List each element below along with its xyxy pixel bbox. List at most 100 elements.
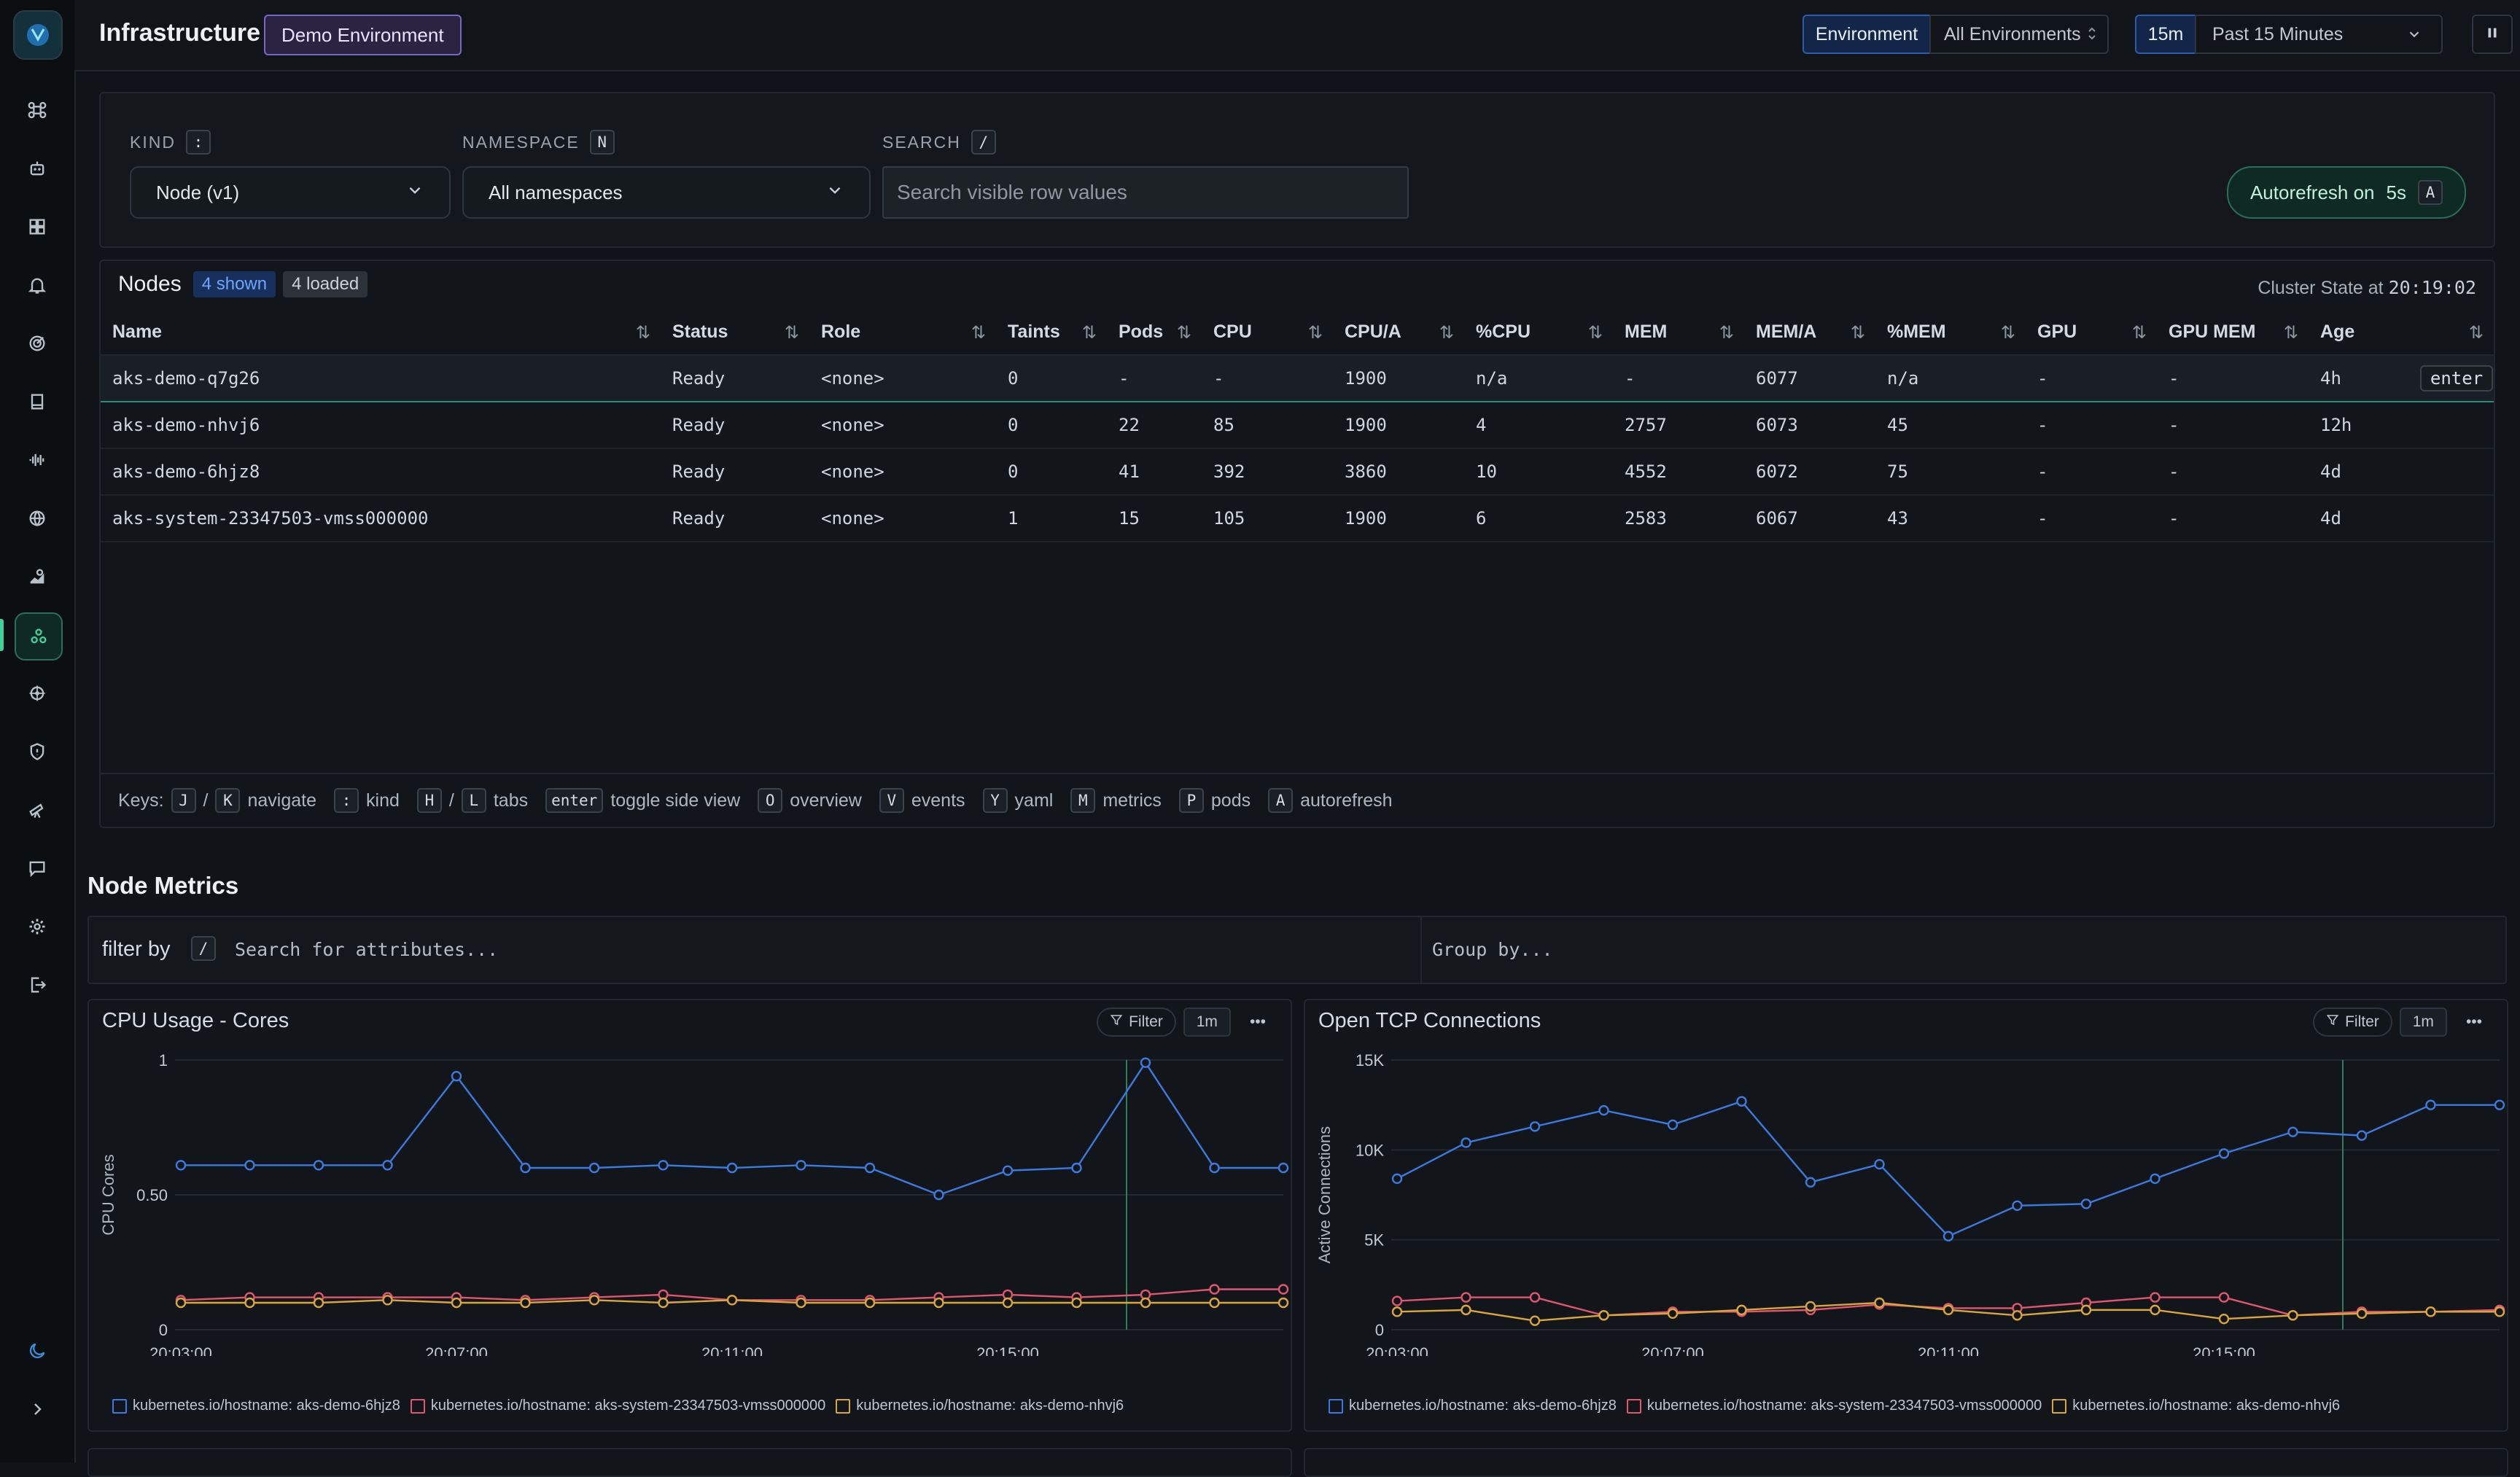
data-point[interactable] — [796, 1160, 806, 1171]
helm-icon[interactable] — [15, 671, 60, 716]
attribute-search-input[interactable]: Search for attributes... — [235, 939, 499, 960]
more-icon[interactable]: ••• — [2465, 1013, 2482, 1030]
column-header[interactable]: MEM ⇅ — [1613, 309, 1744, 356]
data-point[interactable] — [1140, 1057, 1151, 1068]
data-point[interactable] — [2356, 1308, 2368, 1319]
kubernetes-cluster-icon[interactable] — [15, 612, 63, 660]
column-header[interactable]: Name ⇅ — [101, 309, 661, 356]
map-icon[interactable] — [15, 554, 60, 599]
data-point[interactable] — [1736, 1304, 1747, 1316]
environment-badge[interactable]: Demo Environment — [264, 15, 462, 55]
legend-item[interactable]: kubernetes.io/hostname: aks-demo-6hjz8 — [112, 1398, 400, 1414]
time-range-short-button[interactable]: 15m — [2135, 15, 2196, 54]
sort-icon[interactable]: ⇅ — [971, 323, 986, 343]
data-point[interactable] — [1667, 1119, 1679, 1131]
data-point[interactable] — [1529, 1292, 1541, 1303]
data-point[interactable] — [1942, 1304, 1954, 1316]
namespace-select[interactable]: All namespaces — [462, 166, 871, 219]
data-point[interactable] — [1002, 1297, 1014, 1309]
sort-icon[interactable]: ⇅ — [1307, 323, 1323, 343]
data-point[interactable] — [2218, 1148, 2230, 1159]
data-point[interactable] — [244, 1160, 255, 1171]
legend-item[interactable]: kubernetes.io/hostname: aks-system-23347… — [1626, 1398, 2042, 1414]
column-header[interactable]: Age ⇅ — [2309, 309, 2494, 356]
data-point[interactable] — [2287, 1310, 2298, 1321]
data-point[interactable] — [2287, 1126, 2298, 1137]
robot-icon[interactable] — [15, 146, 60, 191]
sort-icon[interactable]: ⇅ — [635, 323, 650, 343]
globe-icon[interactable] — [15, 496, 60, 541]
column-header[interactable]: CPU ⇅ — [1202, 309, 1333, 356]
data-point[interactable] — [1071, 1297, 1082, 1309]
moon-icon[interactable] — [15, 1328, 60, 1373]
legend-item[interactable]: kubernetes.io/hostname: aks-demo-6hjz8 — [1329, 1398, 1617, 1414]
data-point[interactable] — [1598, 1310, 1609, 1321]
legend-item[interactable]: kubernetes.io/hostname: aks-system-23347… — [410, 1398, 825, 1414]
sort-icon[interactable]: ⇅ — [1081, 323, 1097, 343]
data-point[interactable] — [2012, 1200, 2023, 1212]
data-point[interactable] — [2218, 1292, 2230, 1303]
chevron-right-icon[interactable] — [15, 1387, 60, 1432]
data-point[interactable] — [933, 1297, 944, 1309]
pause-button[interactable] — [2472, 15, 2513, 54]
data-point[interactable] — [1391, 1295, 1403, 1306]
data-point[interactable] — [1209, 1162, 1220, 1174]
search-input[interactable]: Search visible row values — [882, 166, 1409, 219]
table-row[interactable]: aks-demo-nhvj6 Ready <none> 0 22 85 1900 4 2757 6… — [101, 402, 2494, 449]
column-header[interactable]: %CPU ⇅ — [1464, 309, 1613, 356]
column-header[interactable]: MEM/A ⇅ — [1744, 309, 1875, 356]
sort-icon[interactable]: ⇅ — [784, 323, 799, 343]
waveform-icon[interactable] — [15, 437, 60, 483]
data-point[interactable] — [933, 1189, 944, 1201]
time-range-select[interactable]: Past 15 Minutes — [2195, 15, 2443, 54]
sort-icon[interactable]: ⇅ — [1587, 323, 1603, 343]
autorefresh-toggle[interactable]: Autorefresh on 5s A — [2226, 166, 2466, 219]
data-point[interactable] — [726, 1162, 738, 1174]
data-point[interactable] — [2150, 1304, 2161, 1316]
sort-icon[interactable]: ⇅ — [2000, 323, 2015, 343]
sort-icon[interactable]: ⇅ — [2283, 323, 2298, 343]
data-point[interactable] — [2150, 1292, 2161, 1303]
logout-icon[interactable] — [15, 962, 60, 1008]
data-point[interactable] — [1278, 1297, 1289, 1309]
sort-icon[interactable]: ⇅ — [2468, 323, 2484, 343]
data-point[interactable] — [2012, 1310, 2023, 1321]
data-point[interactable] — [2425, 1099, 2436, 1110]
command-icon[interactable] — [15, 87, 60, 133]
environment-select[interactable]: All Environments — [1929, 15, 2109, 54]
data-point[interactable] — [451, 1297, 462, 1309]
sort-icon[interactable]: ⇅ — [1719, 323, 1734, 343]
data-point[interactable] — [864, 1297, 876, 1309]
data-point[interactable] — [382, 1295, 393, 1306]
kind-select[interactable]: Node (v1) — [130, 166, 451, 219]
data-point[interactable] — [726, 1295, 738, 1306]
gear-icon[interactable] — [15, 904, 60, 949]
more-icon[interactable]: ••• — [1249, 1013, 1266, 1030]
table-row[interactable]: aks-system-23347503-vmss000000 Ready <none… — [101, 495, 2494, 542]
data-point[interactable] — [2494, 1306, 2505, 1317]
chart-interval-button[interactable]: 1m — [1183, 1008, 1231, 1037]
data-point[interactable] — [588, 1162, 600, 1174]
data-point[interactable] — [1874, 1158, 1885, 1170]
data-point[interactable] — [175, 1160, 187, 1171]
data-point[interactable] — [1529, 1121, 1541, 1132]
column-header[interactable]: Role ⇅ — [809, 309, 996, 356]
data-point[interactable] — [658, 1160, 669, 1171]
bell-icon[interactable] — [15, 262, 60, 308]
data-point[interactable] — [796, 1297, 806, 1309]
data-point[interactable] — [1278, 1284, 1289, 1295]
column-header[interactable]: GPU MEM ⇅ — [2157, 309, 2309, 356]
data-point[interactable] — [175, 1297, 187, 1309]
data-point[interactable] — [1598, 1104, 1609, 1116]
data-point[interactable] — [2218, 1314, 2230, 1325]
column-header[interactable]: Status ⇅ — [661, 309, 809, 356]
data-point[interactable] — [1736, 1096, 1747, 1107]
table-row[interactable]: aks-demo-6hjz8 Ready <none> 0 41 392 3860 10 455… — [101, 448, 2494, 496]
sort-icon[interactable]: ⇅ — [1176, 323, 1191, 343]
data-point[interactable] — [1942, 1231, 1954, 1242]
data-point[interactable] — [2150, 1173, 2161, 1185]
data-point[interactable] — [1391, 1306, 1403, 1317]
telescope-icon[interactable] — [15, 787, 60, 833]
data-point[interactable] — [244, 1297, 255, 1309]
dashboard-icon[interactable] — [15, 204, 60, 249]
